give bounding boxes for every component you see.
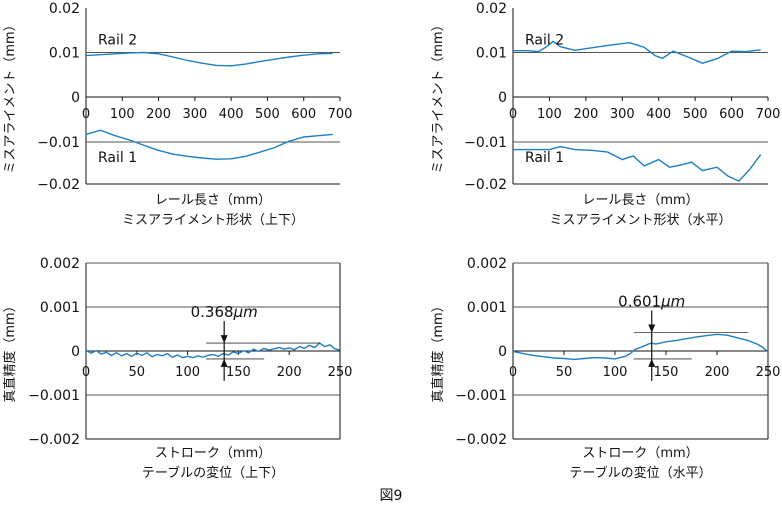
x-tick-label: 100 (537, 107, 562, 122)
x-axis-label: ストローク（mm） (155, 446, 271, 461)
annotation-value: 0.601 (618, 293, 661, 311)
y-axis-label: 真直精度（mm） (2, 299, 18, 402)
x-tick-label: 0 (82, 365, 90, 380)
x-tick-label: 700 (328, 107, 353, 122)
x-axis-label: ストローク（mm） (582, 446, 698, 461)
series-label-rail-1: Rail 1 (98, 150, 137, 166)
y-tick-label: 0.02 (476, 1, 507, 17)
x-tick-label: 200 (705, 365, 730, 380)
y-tick-label: −0.002 (28, 432, 80, 448)
y-tick-label: −0.002 (455, 432, 507, 448)
y-tick-label: 0.001 (467, 300, 507, 316)
x-tick-label: 200 (277, 365, 302, 380)
x-tick-label: 50 (556, 365, 573, 380)
y-tick-label: 0 (498, 344, 507, 360)
y-tick-label: 0.02 (49, 1, 80, 17)
y-tick-label: 0 (71, 344, 80, 360)
y-tick-label: 0.01 (476, 46, 507, 62)
x-tick-label: 150 (226, 365, 251, 380)
chart-caption: ミスアライメント形状（水平） (549, 213, 731, 228)
x-axis-label: レール長さ（mm） (582, 193, 698, 208)
x-tick-label: 400 (646, 107, 671, 122)
y-tick-label: −0.01 (464, 135, 507, 151)
x-tick-label: 300 (182, 107, 207, 122)
figure-caption: 図9 (379, 488, 403, 504)
series-line-rail-2 (513, 40, 761, 64)
y-axis-label: 真直精度（mm） (430, 299, 446, 402)
y-tick-label: 0.001 (40, 300, 80, 316)
y-tick-label: −0.001 (455, 388, 507, 404)
y-tick-label: 0 (71, 90, 80, 106)
x-tick-label: 600 (719, 107, 744, 122)
y-tick-label: 0.002 (40, 256, 80, 272)
y-tick-label: −0.02 (464, 177, 507, 193)
y-axis-label: ミスアライメント（mm） (431, 18, 446, 173)
x-tick-label: 250 (328, 365, 353, 380)
x-tick-label: 600 (291, 107, 316, 122)
y-tick-label: 0.002 (467, 256, 507, 272)
chart-caption: テーブルの変位（上下） (142, 465, 284, 481)
y-tick-label: −0.02 (37, 177, 80, 193)
annotation-arrowhead (220, 358, 228, 367)
x-tick-label: 100 (603, 365, 628, 380)
x-tick-label: 0 (509, 107, 517, 122)
x-tick-label: 100 (175, 365, 200, 380)
x-tick-label: 200 (146, 107, 171, 122)
x-axis-label: レール長さ（mm） (155, 193, 271, 208)
series-label-rail-1: Rail 1 (525, 150, 564, 166)
series-line-rail-1 (85, 129, 333, 160)
annotation-unit: μm (660, 293, 685, 311)
x-tick-label: 300 (610, 107, 635, 122)
x-tick-label: 150 (654, 365, 679, 380)
x-tick-label: 700 (756, 107, 781, 122)
x-tick-label: 50 (129, 365, 146, 380)
chart-caption: ミスアライメント形状（上下） (122, 213, 304, 228)
y-axis-label: ミスアライメント（mm） (3, 18, 18, 173)
annotation-arrowhead (220, 335, 228, 344)
x-tick-label: 100 (110, 107, 135, 122)
series-line-rail-1 (513, 145, 762, 182)
y-tick-label: −0.01 (37, 135, 80, 151)
series-line (85, 342, 341, 359)
annotation-arrowhead (648, 358, 656, 367)
x-tick-label: 400 (219, 107, 244, 122)
chart-caption: テーブルの変位（水平） (569, 465, 711, 481)
x-tick-label: 500 (683, 107, 708, 122)
x-tick-label: 0 (82, 107, 90, 122)
y-tick-label: −0.001 (28, 388, 80, 404)
series-label-rail-2: Rail 2 (525, 33, 564, 49)
y-tick-label: 0 (498, 90, 507, 106)
series-line (512, 333, 769, 361)
x-tick-label: 0 (509, 365, 517, 380)
series-label-rail-2: Rail 2 (98, 33, 137, 49)
annotation-label: 0.368μm (191, 303, 258, 321)
x-tick-label: 250 (756, 365, 781, 380)
x-tick-label: 500 (255, 107, 280, 122)
annotation-value: 0.368 (191, 303, 234, 321)
annotation-arrowhead (648, 324, 656, 333)
annotation-label: 0.601μm (618, 293, 685, 311)
annotation-unit: μm (233, 303, 258, 321)
x-tick-label: 200 (573, 107, 598, 122)
y-tick-label: 0.01 (49, 46, 80, 62)
series-line-rail-2 (85, 51, 333, 67)
